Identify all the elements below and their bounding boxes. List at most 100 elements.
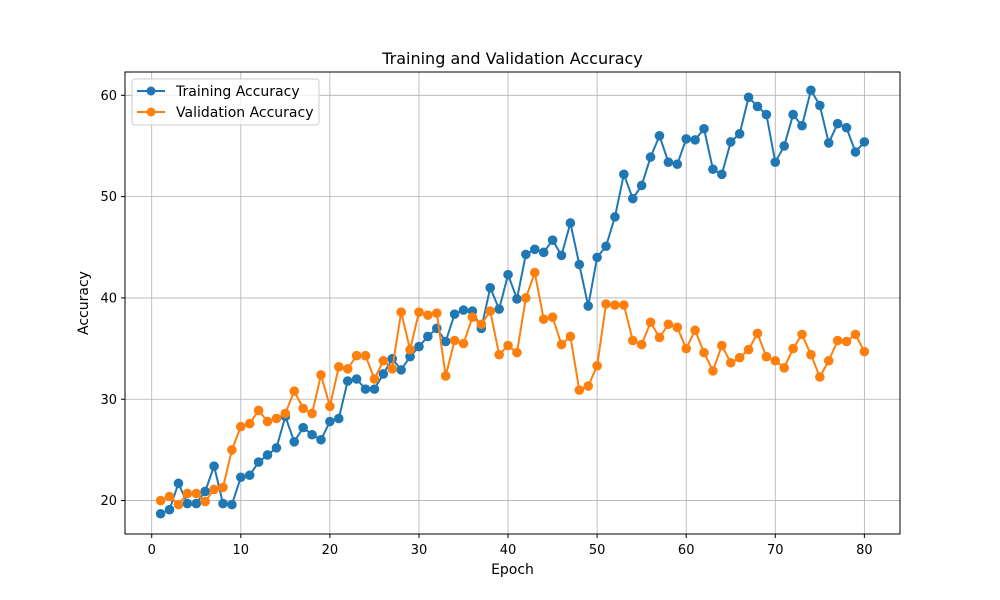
y-tick-label: 20 <box>100 494 117 509</box>
data-point <box>654 131 665 141</box>
data-point <box>387 353 398 364</box>
data-point <box>556 339 567 350</box>
data-point <box>378 369 389 379</box>
data-point <box>708 164 718 175</box>
data-point <box>485 306 496 316</box>
series-validation <box>155 267 870 510</box>
data-point <box>743 92 754 103</box>
x-tick-label: 10 <box>233 543 250 558</box>
chart-title: Training and Validation Accuracy <box>381 49 643 68</box>
data-point <box>298 403 308 414</box>
data-point <box>423 310 433 320</box>
data-point <box>521 249 531 260</box>
data-point <box>360 350 371 361</box>
data-point <box>191 488 202 499</box>
x-tick-label: 30 <box>411 543 428 558</box>
data-point <box>538 247 549 258</box>
data-point <box>440 336 451 347</box>
axis-ticks: 0 10 20 30 40 50 60 70 80 20 30 40 50 60 <box>100 89 872 558</box>
data-point <box>832 118 843 129</box>
x-tick-label: 70 <box>767 543 784 558</box>
data-point <box>850 147 861 157</box>
data-point <box>512 294 522 304</box>
data-point <box>244 470 255 481</box>
data-point <box>262 416 273 427</box>
data-point <box>458 305 469 315</box>
data-point <box>797 329 807 340</box>
data-point <box>155 508 166 519</box>
data-point <box>164 504 175 515</box>
data-point <box>253 405 264 416</box>
data-point <box>752 328 763 339</box>
data-point <box>271 413 282 424</box>
data-point <box>200 496 210 507</box>
data-point <box>494 304 504 314</box>
data-point <box>636 339 647 350</box>
data-point <box>262 450 273 460</box>
data-point <box>155 495 166 506</box>
data-point <box>298 422 308 433</box>
data-point <box>761 351 772 362</box>
data-point <box>253 457 264 467</box>
series-line <box>160 89 866 515</box>
data-point <box>663 319 674 330</box>
data-point <box>823 138 834 148</box>
legend-label-validation: Validation Accuracy <box>176 105 314 121</box>
y-tick-label: 40 <box>100 291 117 306</box>
data-point <box>592 361 602 371</box>
data-point <box>663 157 674 167</box>
data-point <box>236 421 246 432</box>
data-point <box>832 335 843 346</box>
data-point <box>494 349 504 360</box>
x-tick-label: 50 <box>589 543 606 558</box>
data-point <box>351 350 362 361</box>
data-point <box>218 482 228 493</box>
x-tick-label: 20 <box>322 543 339 558</box>
data-point <box>761 109 772 120</box>
data-point <box>645 152 656 162</box>
data-point <box>806 349 816 360</box>
data-point <box>601 299 611 309</box>
data-point <box>396 365 406 375</box>
data-point <box>369 374 380 384</box>
data-point <box>333 362 344 372</box>
data-point <box>182 488 193 499</box>
data-point <box>307 429 317 440</box>
data-point <box>307 408 317 419</box>
plot-area-frame <box>124 71 901 535</box>
x-tick-label: 40 <box>500 543 517 558</box>
data-point <box>467 312 478 322</box>
x-tick-label: 80 <box>856 543 873 558</box>
data-point <box>503 269 513 280</box>
data-point <box>280 408 291 419</box>
data-point <box>841 336 852 347</box>
y-tick-label: 60 <box>100 89 117 104</box>
data-point <box>610 212 620 222</box>
series-line <box>160 271 866 506</box>
data-point <box>779 363 789 373</box>
data-point <box>191 498 202 509</box>
data-point <box>325 416 335 427</box>
data-point <box>627 193 638 204</box>
data-point <box>164 491 175 502</box>
data-point <box>547 235 558 245</box>
y-tick-label: 30 <box>100 393 117 408</box>
data-point <box>369 384 380 394</box>
data-point <box>431 308 442 318</box>
data-point <box>788 109 798 120</box>
data-point <box>823 355 834 366</box>
series-layer <box>155 85 870 519</box>
data-point <box>565 331 576 342</box>
data-point <box>797 120 807 131</box>
data-point <box>770 157 781 167</box>
series-training <box>155 85 870 519</box>
data-point <box>619 169 629 180</box>
data-point <box>271 443 282 453</box>
legend: Training Accuracy Validation Accuracy <box>131 78 320 126</box>
y-tick-label: 50 <box>100 190 117 205</box>
data-point <box>414 341 424 352</box>
data-point <box>449 335 460 346</box>
data-point <box>717 169 727 180</box>
data-point <box>503 340 513 351</box>
data-point <box>396 307 406 317</box>
